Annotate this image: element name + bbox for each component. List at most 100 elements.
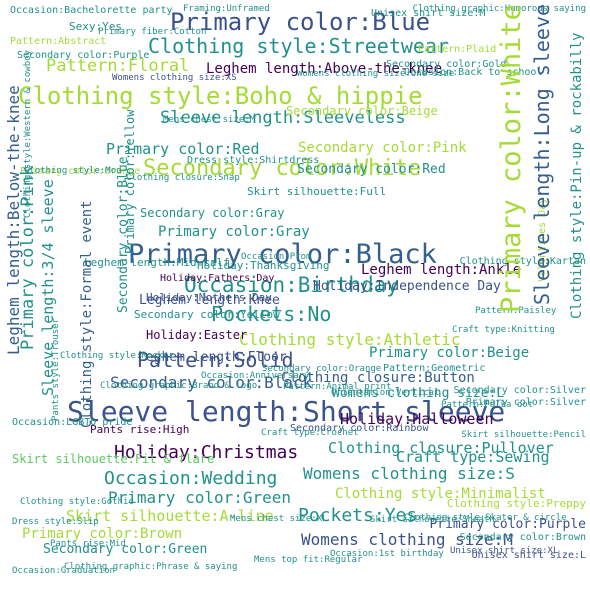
- cloud-term: Holiday:Halloween: [340, 410, 494, 428]
- cloud-term: Unisex shirt size:XL: [450, 546, 559, 556]
- cloud-term: Pattern:Polka dot: [441, 400, 534, 410]
- cloud-term: Sleeve length:Sleeveless: [160, 108, 406, 128]
- cloud-term: Clothing graphic:Brand & logo: [100, 381, 258, 391]
- cloud-term: Craft type:Sewing: [396, 448, 550, 466]
- cloud-term: Clothing style:Preppy: [446, 497, 586, 510]
- cloud-term: Clothing closure:Snap: [126, 173, 240, 183]
- cloud-term: Secondary color:Orange: [262, 364, 382, 374]
- cloud-term: Occasion:LGBTQ pride: [12, 417, 133, 428]
- cloud-term: Secondary color:Beige: [286, 104, 438, 118]
- cloud-term: Orientation:Vertical: [331, 388, 440, 398]
- cloud-term: Pants rise:High: [90, 423, 190, 436]
- cloud-term: Skirt silhouette:Pencil: [461, 430, 586, 440]
- cloud-term: Clothing style:Athletic: [239, 330, 461, 349]
- cloud-term: Occasion:1st birthday: [330, 549, 444, 559]
- cloud-term: Unisex shirt size:L: [471, 550, 586, 561]
- cloud-term: Secondary color:Gold: [386, 59, 507, 70]
- cloud-term: Primary color:Yellow: [123, 109, 137, 255]
- cloud-term: Primary color:Green: [108, 488, 292, 507]
- cloud-term: Occasion:Graduation: [12, 566, 115, 576]
- cloud-term: Pants style:Trouser: [51, 318, 61, 421]
- cloud-term: Primary fiber:Cotton: [98, 27, 207, 37]
- cloud-term: Clothing closure:Button: [281, 370, 475, 386]
- cloud-term: Secondary color:White: [143, 156, 422, 181]
- cloud-term: Primary color:Orange: [20, 166, 141, 177]
- cloud-term: Womens clothing size:One size: [297, 69, 455, 79]
- cloud-term: Pockets:No: [211, 302, 332, 326]
- cloud-term: Primary color:Beige: [369, 345, 530, 361]
- cloud-term: Sleeve length:Long sleeve: [530, 4, 554, 306]
- cloud-term: Pattern:Geometric: [383, 363, 486, 374]
- cloud-term: Skirt silhouette:Sheath: [370, 515, 495, 525]
- cloud-term: Leghem length:Mid-calf: [84, 256, 230, 269]
- cloud-term: Sleeve length:Short sleeve: [67, 395, 506, 428]
- cloud-term: Clothing style:Gothic: [20, 497, 134, 507]
- cloud-term: Clothing style:Boho & hippie: [18, 82, 423, 110]
- cloud-term: Clothing style:Mod: [24, 166, 122, 176]
- cloud-term: Clothing graphic:Humorous saying: [412, 4, 586, 14]
- cloud-term: Holiday:Fathers Day: [160, 273, 275, 284]
- cloud-term: Dress style:Shirtdress: [187, 155, 320, 166]
- cloud-term: Secondary color:Red: [297, 162, 446, 177]
- cloud-term: Womens clothing size:L: [332, 386, 505, 401]
- cloud-term: Clothing style:Western & cowboy: [23, 50, 33, 218]
- cloud-term: Pattern:Animal print: [283, 382, 392, 392]
- cloud-term: Primary color:White: [496, 4, 527, 313]
- cloud-term: Pattern:Floral: [46, 56, 190, 76]
- cloud-term: Primary color:Gray: [158, 224, 310, 240]
- cloud-term: Clothing style:Formal event: [79, 200, 95, 428]
- cloud-term: Unisex shirt size:M: [371, 8, 486, 19]
- cloud-term: Secondary color:Silver: [453, 385, 586, 396]
- cloud-term: Holiday:Easter: [146, 328, 248, 342]
- cloud-term: Mens chest size:XL: [230, 514, 328, 524]
- cloud-term: Leghem length:Ankle: [361, 262, 522, 278]
- cloud-term: Holiday:Independence Day: [313, 279, 501, 294]
- cloud-term: Leghem length:Above-the-knee: [206, 61, 443, 77]
- cloud-term: Occasion:Back to school: [404, 67, 543, 78]
- cloud-term: Pattern:Solid: [137, 348, 294, 372]
- cloud-term: Occasion:Anniversary: [201, 371, 310, 381]
- cloud-term: Craft type:Crochet: [261, 428, 359, 438]
- cloud-term: Pattern:Plaid: [418, 44, 497, 55]
- cloud-term: Leghem length:Knee: [139, 293, 280, 308]
- cloud-term: Skirt silhouette:A-line: [66, 507, 274, 525]
- cloud-term: Sexy:Yes: [69, 20, 122, 33]
- cloud-term: Clothing style:Kartan: [459, 256, 586, 267]
- cloud-term: Secondary color:Green: [43, 542, 208, 557]
- cloud-term: Secondary color:Gray: [140, 206, 285, 220]
- cloud-term: Pattern:Abstract: [10, 36, 107, 47]
- cloud-term: Holiday:Thanksgiving: [197, 259, 330, 272]
- cloud-term: Womens clothing size:XS: [112, 73, 237, 83]
- cloud-term: Occasion:Wedding: [104, 468, 278, 489]
- cloud-term: Clothing style:Streetwear: [148, 34, 450, 58]
- cloud-term: Clothing style:Skater & circle: [404, 513, 567, 523]
- cloud-term: Primary color:Brown: [22, 526, 183, 542]
- cloud-term: Pattern:Paisley: [475, 306, 557, 316]
- cloud-term: Clothing graphic:Phrase & saying: [64, 562, 238, 572]
- cloud-term: Primary color:Blue: [170, 8, 431, 36]
- cloud-term: Occasion:Prom: [241, 252, 312, 262]
- cloud-term: Craft type:Knitting: [452, 325, 555, 335]
- cloud-term: Pockets:Yes: [298, 505, 418, 526]
- cloud-term: Mens chest size:M: [163, 115, 256, 125]
- cloud-term: Primary color:Purple: [429, 517, 586, 532]
- cloud-term: Occasion:Birthday: [184, 273, 399, 297]
- cloud-term: Skirt silhouette:Fit & flare: [12, 452, 215, 466]
- cloud-term: Secondary color:Brown: [459, 532, 586, 543]
- cloud-term: Secondary color:Rainbow: [290, 423, 429, 434]
- cloud-term: Pants rise:Mid: [50, 539, 126, 549]
- cloud-term: Leghem length:Floor: [138, 350, 287, 365]
- cloud-term: Womens clothing size:S: [303, 464, 515, 483]
- cloud-term: Secondary color:Yellow: [134, 308, 280, 321]
- cloud-term: Skirt silhouette:Full: [247, 185, 387, 198]
- cloud-term: Womens clothing size:M: [301, 530, 513, 549]
- cloud-term: Clothing style:Minimalist: [335, 486, 546, 502]
- cloud-term: Framing:Unframed: [183, 4, 270, 14]
- cloud-term: Holiday:Christmas: [114, 442, 299, 463]
- cloud-term: Clothing closure:Pullover: [328, 439, 554, 457]
- cloud-term: Primary color:Black: [128, 239, 437, 270]
- cloud-term: Mens top fit:Regular: [254, 555, 363, 565]
- cloud-term: Secondary color:Black: [110, 373, 313, 392]
- cloud-term: Holiday:Mothers Day: [146, 291, 272, 304]
